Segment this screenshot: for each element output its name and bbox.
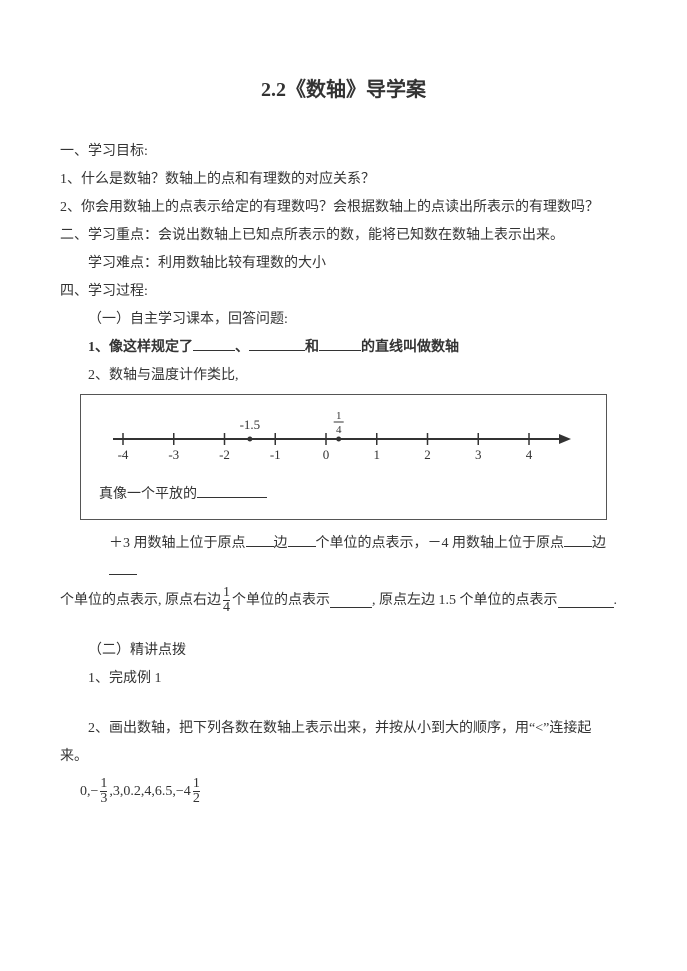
text-run: ＋3 用数轴上位于原点: [109, 536, 246, 551]
frac-den: 3: [100, 791, 107, 806]
text-run: 的直线叫做数轴: [361, 340, 459, 355]
svg-text:1: 1: [336, 410, 342, 422]
text-run: −: [91, 778, 99, 806]
frac-num: 1: [100, 777, 107, 791]
number-line-svg: -4 -3 -2 -1 0 1 2 3 4 -1.5 1 4: [99, 405, 579, 477]
svg-text:4: 4: [336, 424, 342, 436]
text-run: 和: [305, 340, 319, 355]
frac-num: 1: [193, 777, 200, 791]
sec4-p3: ＋3 用数轴上位于原点 边 个单位的点表示，－4 用数轴上位于原点 边: [60, 530, 627, 586]
text-run: 真像一个平放的: [99, 487, 197, 502]
sec4-bold-line: 1、像这样规定了、和的直线叫做数轴: [60, 334, 627, 362]
blank-field[interactable]: [109, 560, 137, 575]
fraction: 1 3: [100, 777, 107, 806]
text-run: 边: [592, 536, 606, 551]
sec4-b3: 2、画出数轴，把下列各数在数轴上表示出来，并按从小到大的顺序，用“<”连接起: [60, 715, 627, 743]
svg-text:3: 3: [475, 447, 482, 462]
svg-text:4: 4: [526, 447, 533, 462]
page-root: 2.2《数轴》导学案 一、学习目标: 1、什么是数轴？数轴上的点和有理数的对应关…: [0, 0, 687, 971]
svg-text:-1.5: -1.5: [240, 417, 261, 432]
text-run: 0,: [80, 778, 91, 806]
text-run: 个单位的点表示, 原点右边: [60, 587, 221, 615]
blank-field[interactable]: [564, 532, 592, 547]
text-run: 个单位的点表示，－4 用数轴上位于原点: [316, 536, 565, 551]
blank-field[interactable]: [246, 532, 274, 547]
number-sequence: 0, − 1 3 ,3,0.2,4,6.5, −4 1 2: [60, 777, 627, 806]
blank-field[interactable]: [197, 483, 267, 498]
svg-text:-2: -2: [219, 447, 230, 462]
sec2-text: 二、学习重点：会说出数轴上已知点所表示的数，能将已知数在数轴上表示出来。: [60, 222, 627, 250]
svg-text:-1: -1: [270, 447, 281, 462]
blank-field[interactable]: [558, 593, 614, 608]
sec2b-text: 学习难点：利用数轴比较有理数的大小: [60, 250, 627, 278]
svg-text:2: 2: [424, 447, 431, 462]
sec4-b3-end: 来。: [60, 743, 627, 771]
sec1-q2: 2、你会用数轴上的点表示给定的有理数吗？会根据数轴上的点读出所表示的有理数吗？: [60, 194, 627, 222]
svg-text:-4: -4: [118, 447, 129, 462]
fraction: 1 2: [193, 777, 200, 806]
sec4-q2: 2、数轴与温度计作类比,: [60, 362, 627, 390]
diagram-caption: 真像一个平放的: [99, 481, 588, 509]
frac-den: 2: [193, 791, 200, 806]
number-line-box: -4 -3 -2 -1 0 1 2 3 4 -1.5 1 4 真像一个平放的: [80, 394, 607, 520]
sec4-b1: （二）精讲点拨: [60, 637, 627, 665]
frac-den: 4: [223, 600, 230, 615]
blank-field[interactable]: [288, 532, 316, 547]
sec4-b2: 1、完成例 1: [60, 665, 627, 693]
blank-field[interactable]: [319, 336, 361, 351]
svg-text:0: 0: [323, 447, 330, 462]
page-title: 2.2《数轴》导学案: [60, 70, 627, 110]
sec1-heading: 一、学习目标:: [60, 138, 627, 166]
sec4-p4: 个单位的点表示, 原点右边 1 4 个单位的点表示 , 原点左边 1.5 个单位的…: [60, 586, 627, 615]
frac-num: 1: [223, 586, 230, 600]
blank-field[interactable]: [193, 336, 235, 351]
sec1-q1: 1、什么是数轴？数轴上的点和有理数的对应关系？: [60, 166, 627, 194]
blank-field[interactable]: [249, 336, 305, 351]
sec4-heading: 四、学习过程:: [60, 278, 627, 306]
text-run: 个单位的点表示: [232, 587, 330, 615]
text-run: 边: [274, 536, 288, 551]
svg-text:1: 1: [374, 447, 381, 462]
blank-field[interactable]: [330, 593, 372, 608]
sec4-a1: （一）自主学习课本，回答问题:: [60, 306, 627, 334]
svg-text:-3: -3: [168, 447, 179, 462]
text-run: −4: [176, 778, 191, 806]
fraction-one-quarter: 1 4: [223, 586, 230, 615]
text-run: 1、像这样规定了: [88, 340, 193, 355]
number-line-diagram: -4 -3 -2 -1 0 1 2 3 4 -1.5 1 4: [99, 405, 588, 475]
text-run: , 原点左边 1.5 个单位的点表示: [372, 587, 558, 615]
text-run: ,3,0.2,4,6.5,: [109, 778, 176, 806]
